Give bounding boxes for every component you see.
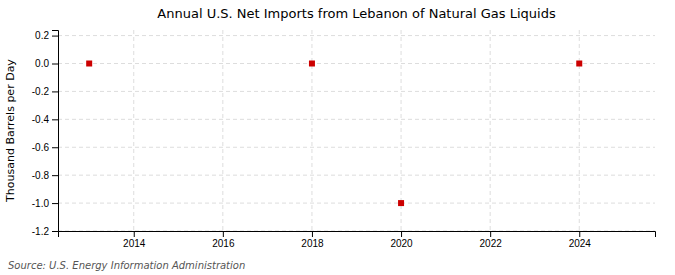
y-grid-line — [58, 203, 655, 204]
y-axis-tick: -1.0 — [32, 198, 58, 209]
x-axis-tick-label: 2024 — [569, 238, 592, 249]
y-axis: 0.2 0.0 -0.2 -0.4 -0.6 -0.8 -1.0 -1.2 — [32, 30, 59, 236]
y-grid-line — [58, 63, 655, 64]
y-grid-line — [58, 119, 655, 120]
y-grid-line — [58, 35, 655, 36]
x-axis-tick-mark — [312, 231, 313, 237]
y-axis-tick-label: -0.6 — [32, 142, 50, 153]
point — [86, 61, 92, 67]
y-grid-line — [58, 91, 655, 92]
x-axis-tick-label: 2014 — [123, 238, 146, 249]
x-axis-tick-mark — [223, 231, 224, 237]
x-grid-line — [133, 30, 134, 231]
y-axis-tick-label: -0.8 — [32, 170, 50, 181]
y-axis-tick-mark — [52, 91, 58, 92]
x-axis-tick-label: 2016 — [212, 238, 235, 249]
y-grid-line — [58, 175, 655, 176]
title: Annual U.S. Net Imports from Lebanon of … — [157, 6, 556, 21]
x-axis-tick-label: 2022 — [480, 238, 503, 249]
y-axis-tick: -0.2 — [32, 86, 58, 97]
x-axis-tick-label: 2018 — [301, 238, 324, 249]
y-axis-tick-mark — [52, 231, 58, 232]
y-axis-tick: 0.2 — [35, 30, 58, 41]
point — [576, 61, 582, 67]
y-axis-tick-label: -0.2 — [32, 86, 50, 97]
chart: 2014 2016 2018 2020 2022 2024 0.2 0.0 -0.2 -0.4 -0… — [0, 0, 675, 275]
y-axis-line — [52, 31, 59, 232]
points — [86, 61, 582, 207]
y-grid-line — [58, 147, 655, 148]
x-axis-tick: 2024 — [569, 231, 592, 249]
y-axis-tick: -1.2 — [32, 226, 58, 237]
y-axis-tick-mark — [52, 175, 58, 176]
plot: 2014 2016 2018 2020 2022 2024 0.2 0.0 -0.2 -0.4 -0… — [32, 30, 656, 249]
y-axis-tick-label: 0.2 — [35, 30, 49, 41]
y-axis-tick-mark — [52, 36, 58, 37]
grid — [58, 30, 655, 231]
x-axis-tick-mark — [401, 231, 402, 237]
x-axis-tick-mark — [490, 231, 491, 237]
x-axis-tick-label: 2020 — [390, 238, 413, 249]
y-axis-tick: -0.8 — [32, 170, 58, 181]
x-grid-line — [579, 30, 580, 231]
x-axis-tick: 2014 — [123, 231, 146, 249]
x-axis-tick: 2022 — [480, 231, 503, 249]
y-axis-tick-label: -1.0 — [32, 198, 50, 209]
y-axis-title: Thousand Barrels per Day — [4, 59, 17, 203]
y-axis-tick-mark — [52, 119, 58, 120]
point — [398, 200, 404, 206]
x-axis-tick: 2018 — [301, 231, 324, 249]
y-axis-tick-mark — [52, 203, 58, 204]
y-axis-tick: 0.0 — [35, 58, 58, 69]
x-axis-tick-mark — [134, 231, 135, 237]
x-axis: 2014 2016 2018 2020 2022 2024 — [59, 231, 656, 249]
point — [309, 61, 315, 67]
y-axis-tick-label: -0.4 — [32, 114, 50, 125]
x-axis-line — [59, 232, 656, 238]
x-grid-line — [311, 30, 312, 231]
x-axis-tick: 2016 — [212, 231, 235, 249]
y-axis-tick-mark — [52, 64, 58, 65]
source-note: Source: U.S. Energy Information Administ… — [8, 260, 245, 271]
x-axis-tick: 2020 — [390, 231, 413, 249]
y-axis-tick: -0.6 — [32, 142, 58, 153]
y-axis-tick: -0.4 — [32, 114, 58, 125]
y-axis-tick-label: 0.0 — [35, 58, 49, 69]
y-axis-tick-label: -1.2 — [32, 226, 50, 237]
y-axis-tick-mark — [52, 147, 58, 148]
x-axis-tick-mark — [579, 231, 580, 237]
x-grid-line — [490, 30, 491, 231]
x-grid-line — [222, 30, 223, 231]
